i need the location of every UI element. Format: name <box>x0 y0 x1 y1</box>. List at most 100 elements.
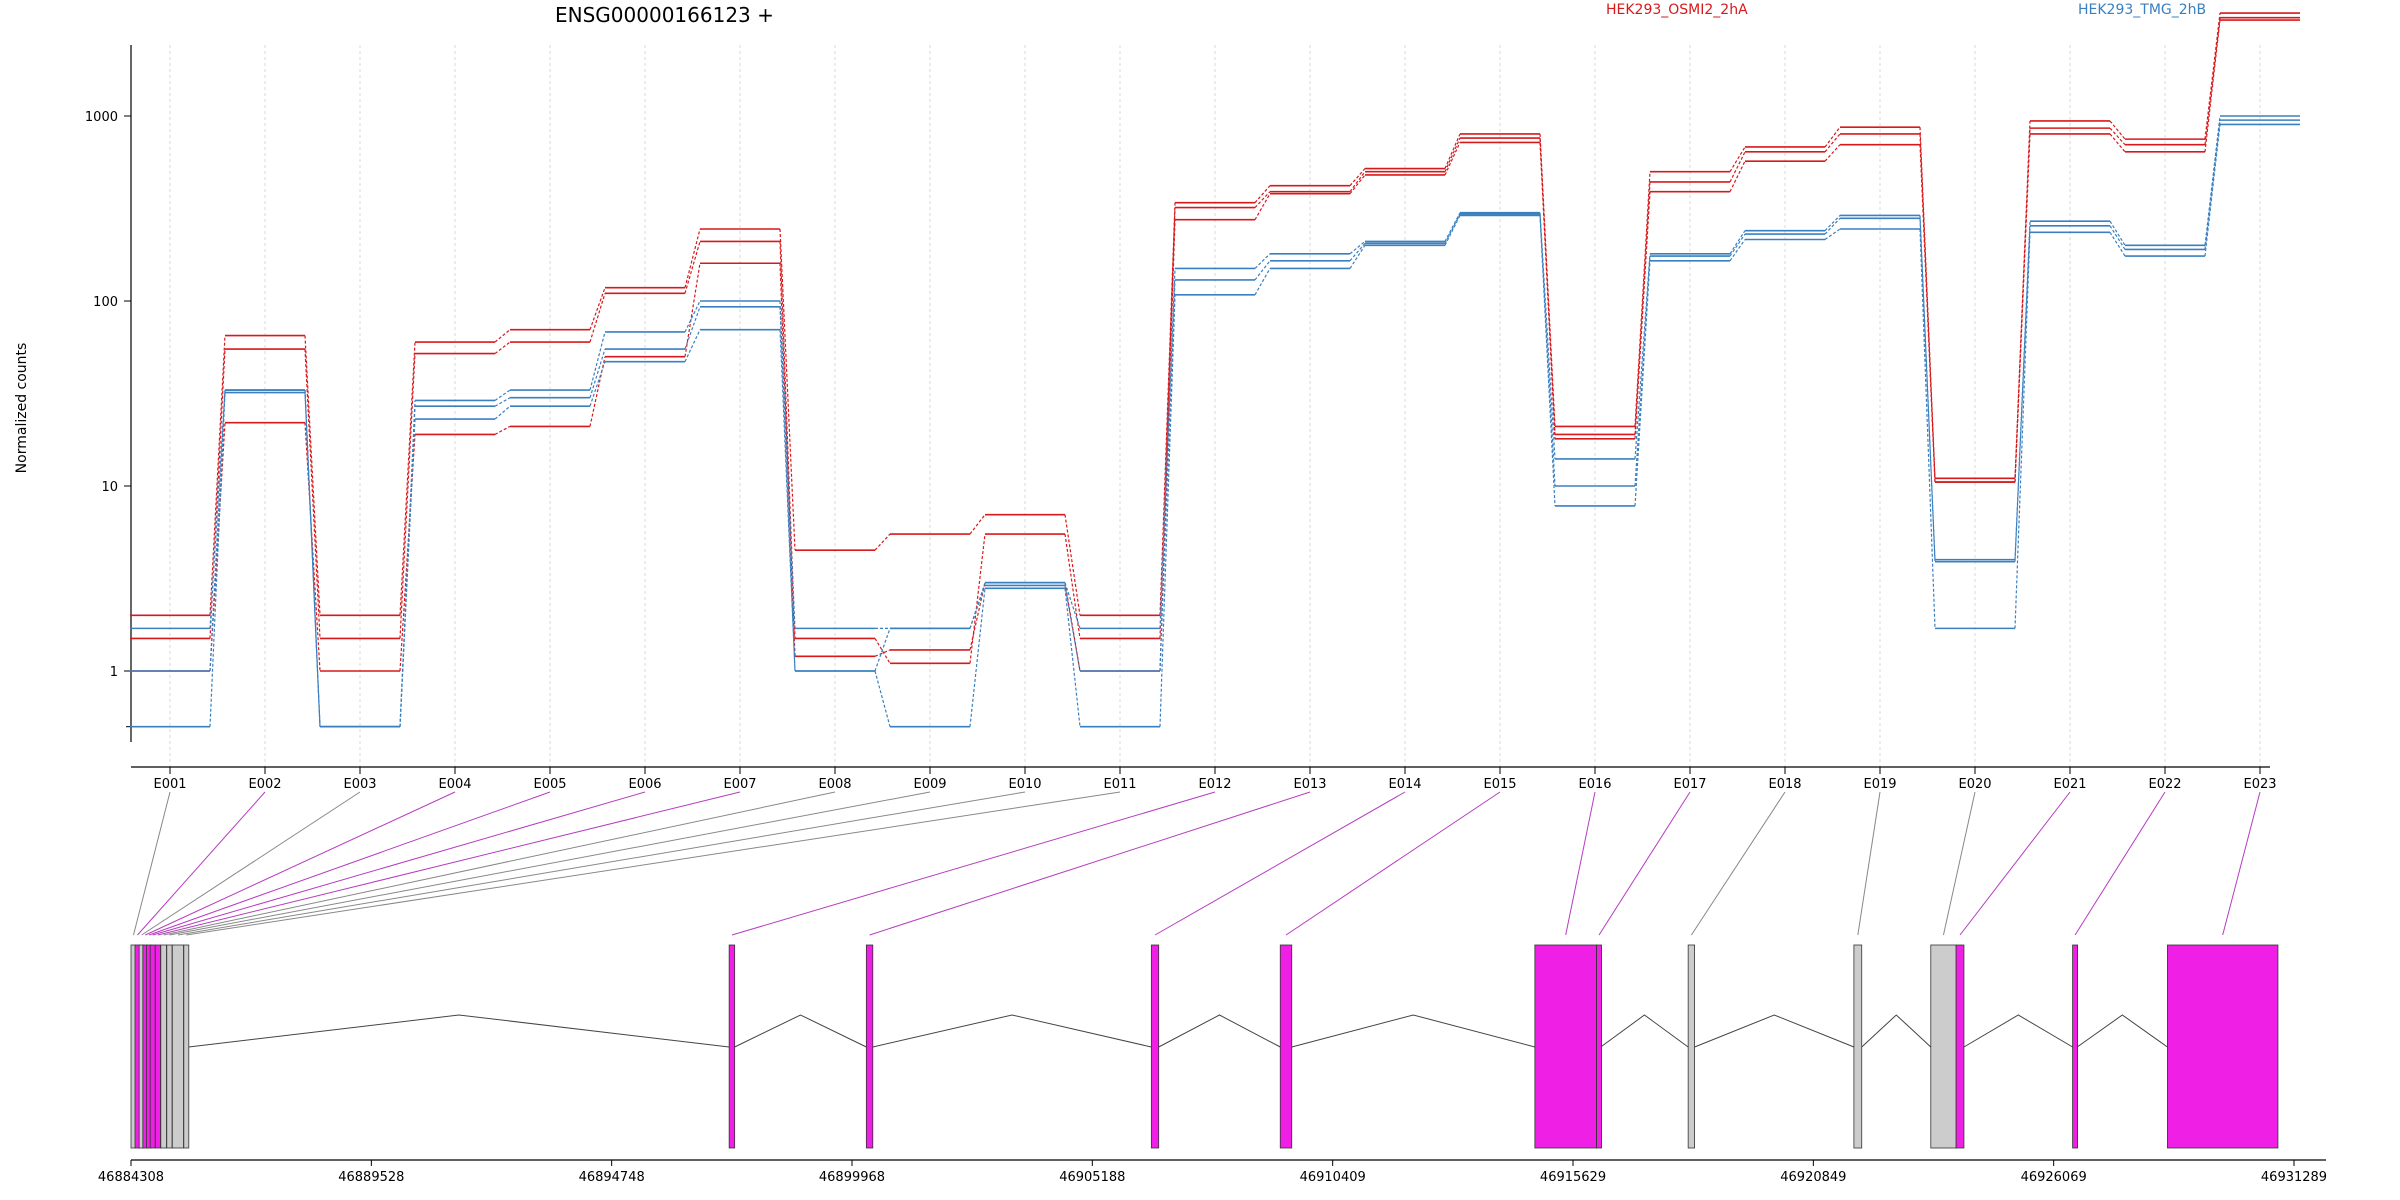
series-connector-E018 <box>1824 133 1841 153</box>
series-connector-E003 <box>399 419 416 727</box>
coord-tick-label-46899968: 46899968 <box>819 1170 885 1185</box>
exon-links <box>133 791 2261 936</box>
coord-tick-label-46915629: 46915629 <box>1540 1170 1606 1185</box>
coord-tick-label-46889528: 46889528 <box>338 1170 404 1185</box>
series-connector-E002 <box>304 390 321 727</box>
exon-E008 <box>160 944 167 1149</box>
series-connector-E022 <box>2204 13 2221 140</box>
series-connector-E021 <box>2109 120 2126 140</box>
series-connector-E009 <box>969 585 986 629</box>
x-ticks: E001 E002 E003 E004 E005 E006 E007 E008 E009 E010… <box>153 767 2277 792</box>
exon-E020 <box>1930 944 1957 1149</box>
series-connector-E011 <box>1159 279 1176 672</box>
series-connector-E005 <box>589 293 606 343</box>
series-connector-E015 <box>1539 215 1556 506</box>
x-tick-label-E002: E002 <box>248 777 281 792</box>
x-tick-label-E014: E014 <box>1388 777 1421 792</box>
x-tick-label-E008: E008 <box>818 777 851 792</box>
exon-E006 <box>149 944 156 1149</box>
series-connector-E017 <box>1729 151 1746 183</box>
coord-tick-label-46905188: 46905188 <box>1059 1170 1125 1185</box>
series-connector-E014 <box>1444 133 1461 169</box>
exon-link-E022 <box>2074 791 2166 936</box>
x-tick-label-E004: E004 <box>438 777 471 792</box>
series-connector-E019 <box>1919 215 1936 560</box>
series-connector-E011 <box>1159 202 1176 616</box>
exon-link-E010 <box>177 791 1026 936</box>
series-connector-E019 <box>1919 144 1936 483</box>
gene-model <box>130 944 2326 1161</box>
x-tick-label-E020: E020 <box>1958 777 1991 792</box>
y-tick-label-1000: 1000 <box>85 110 118 125</box>
series-connector-E018 <box>1824 215 1841 232</box>
series-connector-E012 <box>1254 253 1271 269</box>
series-connector-E008 <box>874 628 891 672</box>
series-connector-E014 <box>1444 213 1461 244</box>
x-tick-label-E016: E016 <box>1578 777 1611 792</box>
x-tick-label-E018: E018 <box>1768 777 1801 792</box>
series-connector-E013 <box>1349 244 1366 269</box>
series-connector-E019 <box>1919 228 1936 629</box>
series-connector-E016 <box>1634 260 1651 506</box>
series-connector-E001 <box>209 335 226 616</box>
series-HEK293_TMG_2hB-6 <box>130 123 2300 728</box>
y-tick-label-10: 10 <box>101 480 118 495</box>
series-connector-E006 <box>684 263 701 357</box>
intron-E015 <box>1291 1014 1535 1048</box>
series-connector-E005 <box>589 356 606 427</box>
x-tick-label-E011: E011 <box>1103 777 1136 792</box>
exon-E013 <box>865 944 874 1149</box>
exon-E017 <box>1596 944 1602 1149</box>
series-connector-E018 <box>1824 126 1841 148</box>
exon-E010 <box>171 944 184 1149</box>
exon-link-E001 <box>133 791 171 936</box>
exon-link-E006 <box>152 791 646 936</box>
x-tick-label-E015: E015 <box>1483 777 1516 792</box>
series-connector-E009 <box>969 533 986 664</box>
series-connector-E010 <box>1064 514 1081 616</box>
series-connector-E007 <box>779 228 796 551</box>
series-connector-E014 <box>1444 142 1461 176</box>
series-connector-E017 <box>1729 160 1746 192</box>
series-connector-E018 <box>1824 144 1841 162</box>
exon-link-E007 <box>157 791 741 936</box>
x-tick-label-E019: E019 <box>1863 777 1896 792</box>
series-connector-E014 <box>1444 212 1461 242</box>
coord-tick-label-46894748: 46894748 <box>579 1170 645 1185</box>
series-connector-E022 <box>2204 124 2221 257</box>
series-connector-E013 <box>1349 174 1366 195</box>
coord-tick-label-46920849: 46920849 <box>1780 1170 1846 1185</box>
x-tick-label-E012: E012 <box>1198 777 1231 792</box>
series-connector-E005 <box>589 348 606 398</box>
series-connector-E017 <box>1729 239 1746 262</box>
series-connector-E004 <box>494 397 511 407</box>
exon-E012 <box>728 944 736 1149</box>
series-connector-E006 <box>684 306 701 350</box>
series-connector-E020 <box>2014 221 2031 560</box>
exon-link-E012 <box>731 791 1216 936</box>
series-connector-E001 <box>209 392 226 727</box>
series-connector-E002 <box>304 422 321 672</box>
series-connector-E007 <box>779 306 796 672</box>
series-connector-E011 <box>1159 207 1176 639</box>
series-connector-E008 <box>874 649 891 657</box>
x-tick-label-E006: E006 <box>628 777 661 792</box>
series-connector-E013 <box>1349 168 1366 187</box>
series-connector-E016 <box>1634 253 1651 460</box>
series-connector-E006 <box>684 329 701 362</box>
series-connector-E015 <box>1539 142 1556 439</box>
x-tick-label-E005: E005 <box>533 777 566 792</box>
intron-E021 <box>1963 1014 2073 1048</box>
series-connector-E010 <box>1064 585 1081 672</box>
exon-link-E017 <box>1598 791 1691 936</box>
series-connector-E020 <box>2014 232 2031 629</box>
series-connector-E002 <box>304 349 321 639</box>
coord-tick-label-46926069: 46926069 <box>2021 1170 2087 1185</box>
series-connector-E001 <box>209 390 226 672</box>
intron-E013 <box>872 1014 1152 1048</box>
series-connector-E012 <box>1254 260 1271 281</box>
series-connector-E011 <box>1159 268 1176 629</box>
series-connector-E004 <box>494 405 511 420</box>
series-connector-E020 <box>2014 225 2031 562</box>
series-connector-E009 <box>969 588 986 727</box>
